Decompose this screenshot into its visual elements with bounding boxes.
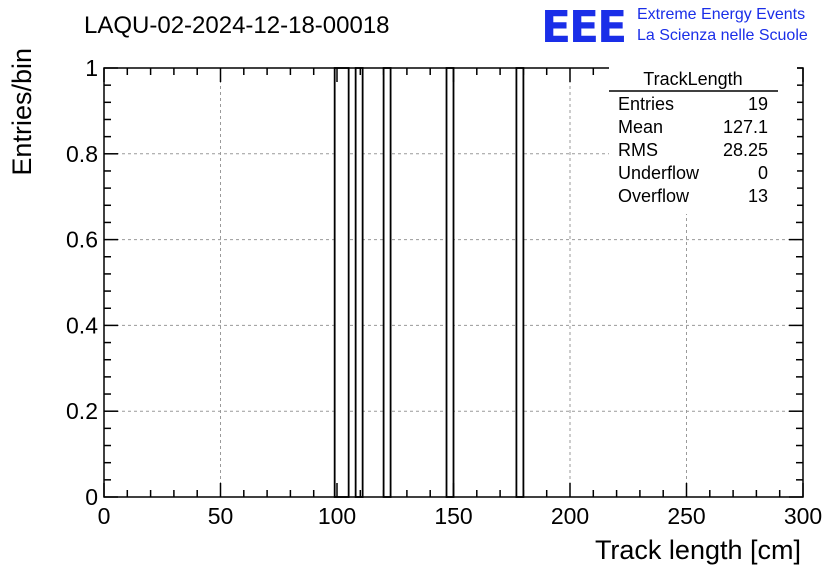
x-tick-label: 150 [434,503,472,529]
stats-box: TrackLength Entries 19 Mean 127.1 RMS 28… [609,62,797,214]
stat-label-rms: RMS [618,140,658,160]
stats-box-background [609,62,797,214]
histogram-bar-3 [382,67,392,498]
x-tick-label: 300 [784,503,822,529]
eee-logo: EEE Extreme Energy Events La Scienza nel… [541,2,808,53]
stat-label-mean: Mean [618,117,663,137]
logo-letters: EEE [541,2,625,53]
histogram-bar-2 [354,67,364,498]
y-axis-title: Entries/bin [7,48,37,176]
histogram-bar-5 [515,67,525,498]
x-tick-label: 50 [208,503,234,529]
histogram-bar-4 [445,67,455,498]
stat-label-entries: Entries [618,94,674,114]
y-tick-label: 0.2 [66,398,98,424]
x-axis-title: Track length [cm] [595,535,801,565]
y-tick-label: 0.8 [66,141,98,167]
logo-line-2: La Scienza nelle Scuole [637,27,808,44]
stat-value-underflow: 0 [758,163,768,183]
stat-label-underflow: Underflow [618,163,700,183]
tick-labels: 0 50 100 150 200 250 300 0 0.2 0.4 0.6 0.8 1 [66,55,822,529]
x-tick-label: 200 [551,503,589,529]
stats-box-title: TrackLength [643,69,742,89]
chart-title: LAQU-02-2024-12-18-00018 [84,12,390,39]
x-tick-label: 100 [318,503,356,529]
stat-value-rms: 28.25 [723,140,768,160]
x-tick-label: 0 [98,503,111,529]
stat-value-overflow: 13 [748,186,768,206]
logo-line-1: Extreme Energy Events [637,6,805,23]
y-tick-label: 0 [85,484,98,510]
stat-label-overflow: Overflow [618,186,690,206]
histogram-bar-1 [333,67,350,498]
y-tick-label: 0.4 [66,312,98,338]
stat-value-mean: 127.1 [723,117,768,137]
stat-value-entries: 19 [748,94,768,114]
histogram-bars [333,67,525,498]
y-tick-label: 1 [85,55,98,81]
x-tick-label: 250 [667,503,705,529]
y-tick-label: 0.6 [66,227,98,253]
